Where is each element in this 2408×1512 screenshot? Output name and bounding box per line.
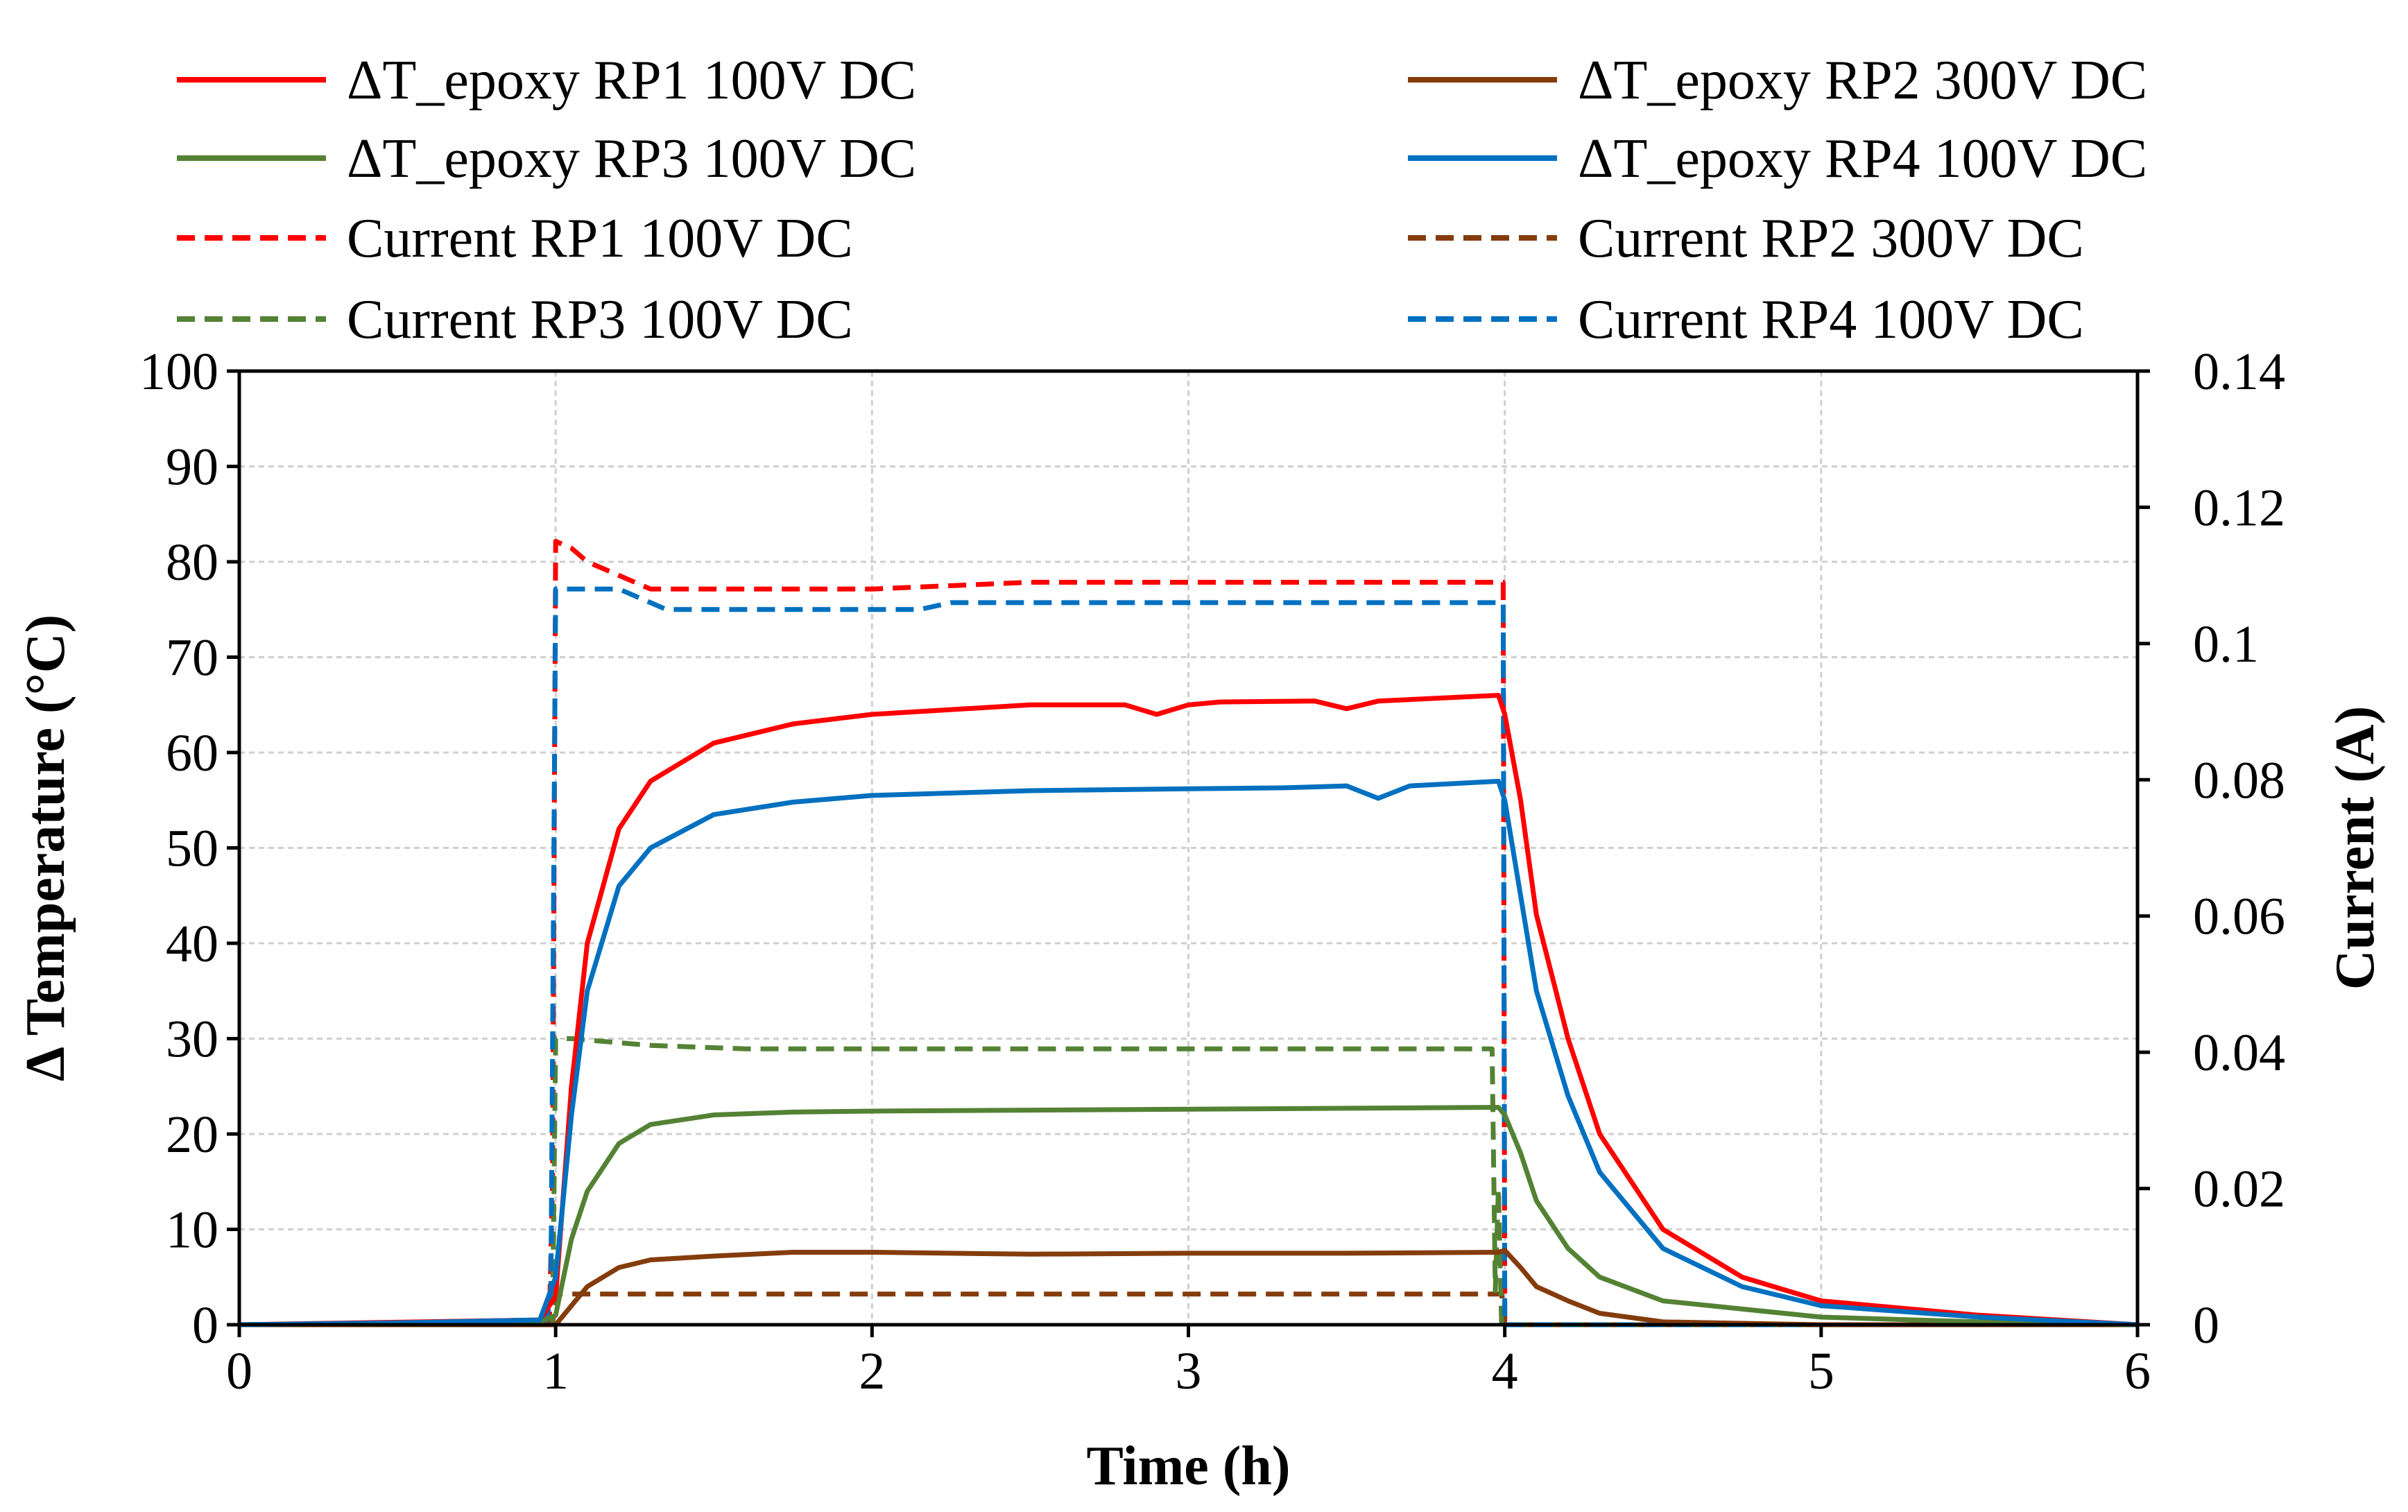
y-tick-label: 0 <box>192 1296 218 1355</box>
legend: ΔT_epoxy RP1 100V DC ΔT_epoxy RP2 300V DC… <box>177 50 2147 350</box>
legend-label: Current RP4 100V DC <box>1578 289 2084 350</box>
x-axis-title: Time (h) <box>1086 1436 1290 1497</box>
series-line-t-epoxy-rp2-300v-dc <box>239 1248 2138 1328</box>
y-tick-label: 50 <box>166 820 218 878</box>
y-axis-title: Δ Temperature (°C) <box>15 615 76 1081</box>
y-tick-label: 70 <box>166 629 218 687</box>
legend-label: ΔT_epoxy RP1 100V DC <box>347 50 916 111</box>
y-tick-label: 90 <box>166 438 218 497</box>
y2-tick-label: 0.14 <box>2193 343 2285 401</box>
y2-tick-label: 0.1 <box>2193 615 2259 673</box>
y-tick-label: 30 <box>166 1011 218 1069</box>
y-tick-label: 80 <box>166 533 218 592</box>
y-tick-label: 10 <box>166 1201 218 1260</box>
series-line-t-epoxy-rp1-100v-dc <box>239 693 2138 1328</box>
x-tick-label: 3 <box>1176 1342 1202 1400</box>
x-tick-label: 6 <box>2124 1342 2151 1400</box>
legend-label: Current RP3 100V DC <box>347 289 853 350</box>
series-line-t-epoxy-rp4-100v-dc <box>239 778 2138 1328</box>
x-tick-label: 1 <box>542 1342 569 1400</box>
series-line-current-rp4-100v-dc <box>239 586 2138 1328</box>
y-tick-label: 60 <box>166 724 218 782</box>
y2-tick-label: 0 <box>2193 1296 2219 1355</box>
legend-label: ΔT_epoxy RP3 100V DC <box>347 128 916 189</box>
x-tick-label: 5 <box>1808 1342 1834 1400</box>
legend-label: ΔT_epoxy RP2 300V DC <box>1578 50 2147 111</box>
legend-label: Current RP1 100V DC <box>347 208 853 269</box>
x-tick-label: 4 <box>1492 1342 1518 1400</box>
y2-tick-label: 0.12 <box>2193 479 2285 537</box>
series-line-t-epoxy-rp3-100v-dc <box>239 1105 2138 1328</box>
plot-series <box>239 539 2138 1328</box>
y-tick-label: 20 <box>166 1106 218 1164</box>
y2-tick-label: 0.04 <box>2193 1024 2285 1082</box>
y2-tick-label: 0.02 <box>2193 1160 2285 1219</box>
legend-label: Current RP2 300V DC <box>1578 208 2084 269</box>
y-tick-label: 40 <box>166 915 218 973</box>
axis-ticks: 0 1 2 3 4 5 6010203040506070809010000.020.040.… <box>139 343 2285 1400</box>
y2-tick-label: 0.06 <box>2193 888 2285 946</box>
y2-axis-title: Current (A) <box>2325 706 2386 990</box>
x-tick-label: 2 <box>859 1342 885 1400</box>
y2-tick-label: 0.08 <box>2193 751 2285 809</box>
series-line-current-rp3-100v-dc <box>239 1036 2138 1328</box>
x-tick-label: 0 <box>226 1342 252 1400</box>
y-tick-label: 100 <box>139 343 218 401</box>
legend-label: ΔT_epoxy RP4 100V DC <box>1578 128 2147 189</box>
